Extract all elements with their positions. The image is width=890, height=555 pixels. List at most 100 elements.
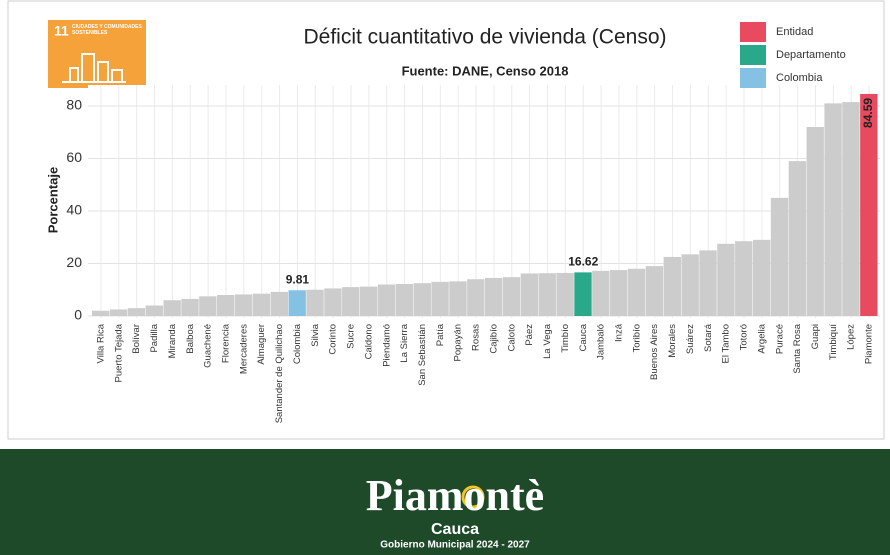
bar bbox=[592, 270, 610, 316]
bar bbox=[806, 127, 824, 316]
x-tick-label: Santander de Quilichao bbox=[274, 324, 285, 423]
bar bbox=[145, 305, 163, 316]
legend-swatch bbox=[740, 22, 766, 42]
footer-tagline: Gobierno Municipal 2024 - 2027 bbox=[380, 540, 530, 551]
x-tick-label: Balboa bbox=[185, 323, 196, 353]
bar bbox=[342, 287, 360, 316]
x-tick-label: Jambaló bbox=[596, 324, 607, 360]
x-tick-label: Almaguer bbox=[256, 324, 267, 365]
x-tick-label: San Sebastián bbox=[417, 324, 428, 386]
x-tick-label: Colombia bbox=[292, 323, 303, 364]
bar bbox=[556, 272, 574, 316]
y-tick-label: 40 bbox=[66, 202, 82, 218]
y-axis-label: Porcentaje bbox=[45, 167, 60, 233]
logo-sun bbox=[461, 485, 485, 509]
x-tick-label: López bbox=[846, 324, 857, 350]
x-tick-label: Inzá bbox=[613, 323, 624, 342]
x-tick-label: Santa Rosa bbox=[792, 323, 803, 373]
footer-band bbox=[0, 449, 890, 555]
x-tick-label: Suárez bbox=[685, 324, 696, 354]
badge-text-box: CIUDADES Y COMUNIDADES SOSTENIBLES bbox=[72, 24, 142, 36]
x-tick-label: Morales bbox=[667, 324, 678, 358]
y-tick-label: 0 bbox=[74, 307, 82, 323]
x-tick-label: La Sierra bbox=[399, 323, 410, 362]
value-label: 16.62 bbox=[568, 255, 598, 269]
y-tick-label: 80 bbox=[66, 97, 82, 113]
bar bbox=[449, 281, 467, 316]
bar bbox=[681, 254, 699, 316]
x-tick-label: Bolívar bbox=[131, 324, 142, 354]
bar bbox=[485, 277, 503, 316]
x-tick-label: Corinto bbox=[328, 324, 339, 355]
bar bbox=[359, 286, 378, 316]
bar bbox=[92, 310, 110, 316]
x-tick-label: Buenos Aires bbox=[649, 324, 660, 380]
chart-subtitle: Fuente: DANE, Censo 2018 bbox=[402, 63, 569, 78]
bar bbox=[663, 256, 681, 316]
x-tick-label: Sucre bbox=[346, 324, 357, 349]
x-tick-label: Cajibío bbox=[488, 324, 499, 354]
badge-number: 11 bbox=[54, 23, 69, 39]
bar bbox=[395, 283, 414, 316]
chart-title: Déficit cuantitativo de vivienda (Censo) bbox=[303, 26, 666, 49]
value-label: 84.59 bbox=[861, 98, 875, 128]
bar bbox=[574, 272, 592, 316]
x-tick-label: El Tambo bbox=[721, 324, 732, 363]
x-tick-label: Patía bbox=[435, 323, 446, 346]
x-tick-label: Guachené bbox=[203, 324, 214, 368]
bar bbox=[181, 298, 199, 316]
bar bbox=[770, 197, 789, 316]
x-tick-label: La Vega bbox=[542, 323, 553, 359]
bar bbox=[199, 296, 217, 316]
legend-swatch bbox=[740, 45, 766, 65]
x-tick-label: Rosas bbox=[471, 324, 482, 351]
bar bbox=[217, 295, 235, 316]
x-tick-label: Villa Rica bbox=[95, 323, 106, 363]
x-tick-label: Argelia bbox=[756, 323, 767, 353]
bar bbox=[270, 291, 288, 316]
bar bbox=[860, 93, 878, 316]
legend-swatch bbox=[740, 68, 766, 88]
x-tick-label: Florencia bbox=[220, 323, 231, 363]
bar bbox=[699, 250, 717, 316]
legend-label: Entidad bbox=[776, 26, 813, 38]
x-tick-label: Padilla bbox=[149, 323, 160, 352]
x-tick-label: Totoró bbox=[739, 324, 750, 350]
footer-logo: Piamontè bbox=[366, 471, 544, 520]
bar bbox=[735, 241, 753, 316]
bar bbox=[752, 239, 771, 316]
badge-icon bbox=[62, 53, 126, 83]
badge-text: CIUDADES Y COMUNIDADES SOSTENIBLES bbox=[72, 24, 142, 36]
bar bbox=[717, 243, 735, 316]
bar bbox=[324, 288, 342, 316]
x-tick-label: Miranda bbox=[167, 323, 178, 358]
x-tick-label: Toribío bbox=[631, 324, 642, 353]
x-tick-label: Piendamó bbox=[381, 324, 392, 367]
bar bbox=[127, 308, 146, 316]
bar bbox=[252, 293, 271, 316]
x-tick-label: Sotará bbox=[703, 323, 714, 352]
value-label: 9.81 bbox=[286, 272, 310, 286]
x-tick-label: Guapi bbox=[810, 324, 821, 349]
x-tick-label: Caloto bbox=[506, 324, 517, 351]
bar bbox=[109, 309, 128, 316]
x-tick-label: Piamonte bbox=[864, 324, 875, 364]
bar bbox=[645, 266, 664, 316]
bar bbox=[538, 273, 556, 316]
sdg-badge: 11 CIUDADES Y COMUNIDADES SOSTENIBLES bbox=[48, 20, 146, 88]
x-tick-label: Timbío bbox=[560, 324, 571, 353]
x-tick-label: Puerto Tejada bbox=[113, 323, 124, 382]
bar bbox=[413, 283, 431, 316]
bar bbox=[520, 273, 539, 316]
x-tick-label: Mercaderes bbox=[238, 324, 249, 374]
bar bbox=[502, 277, 521, 316]
bar bbox=[288, 290, 306, 316]
legend-label: Colombia bbox=[776, 72, 823, 84]
bar bbox=[627, 268, 646, 316]
bar bbox=[788, 161, 807, 316]
bar bbox=[610, 270, 628, 316]
x-tick-label: Caldono bbox=[363, 324, 374, 359]
bar bbox=[306, 289, 324, 316]
